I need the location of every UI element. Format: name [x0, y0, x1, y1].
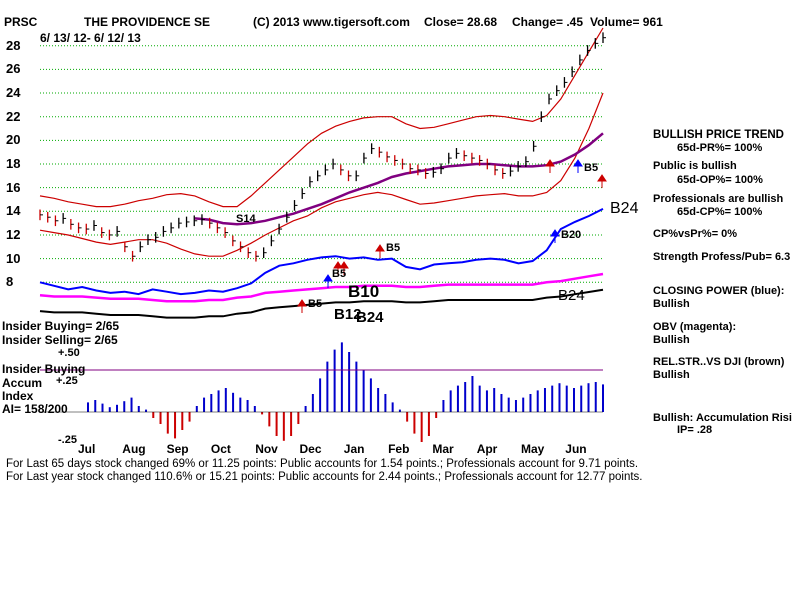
obv-title: OBV (magenta): [653, 321, 737, 333]
signal-b5-2: B5 [332, 268, 347, 280]
insider-buying: Insider Buying= 2/65 [2, 319, 120, 333]
y-tick-label: 10 [6, 250, 21, 266]
signal-b24-right: B24 [610, 200, 639, 217]
y-tick-label: 22 [6, 108, 21, 124]
copyright: (C) 2013 www.tigersoft.com [253, 15, 410, 29]
signal-b24-low: B24 [558, 287, 585, 304]
signal-arrow [597, 174, 607, 188]
series-line [194, 132, 604, 226]
x-tick-label: Apr [476, 442, 498, 456]
signal-b20: B20 [561, 229, 582, 241]
signal-arrow [375, 244, 385, 258]
x-tick-label: Jun [565, 442, 587, 456]
strength-ratio: Strength Profess/Pub= 6.3 [653, 251, 791, 263]
date-range: 6/ 13/ 12- 6/ 12/ 13 [40, 31, 141, 45]
y-tick-label: 26 [6, 61, 21, 77]
op-value: 65d-OP%= 100% [677, 174, 763, 186]
x-tick-label: Nov [255, 442, 278, 456]
chart-grid [40, 45, 603, 283]
x-tick-label: Jan [343, 442, 365, 456]
x-tick-label: Sep [166, 442, 189, 456]
obv-status: Bullish [653, 334, 690, 346]
pr-value: 65d-PR%= 100% [677, 142, 763, 154]
signal-arrow [573, 159, 583, 173]
series-line [39, 92, 604, 257]
closing-power-status: Bullish [653, 298, 690, 310]
x-tick-label: Dec [299, 442, 322, 456]
volume-value: Volume= 961 [590, 15, 663, 29]
ai-value: AI= 158/200 [2, 402, 68, 416]
price-bars [39, 32, 606, 262]
y-tick-label: 18 [6, 156, 21, 171]
y-tick-label: 24 [6, 85, 21, 101]
series-line [39, 27, 604, 208]
relstr-title: REL.STR..VS DJI (brown) [653, 356, 785, 368]
cp-value: 65d-CP%= 100% [677, 206, 763, 218]
series-line [39, 272, 604, 303]
footer-line-2: For Last year stock changed 110.6% or 15… [6, 471, 643, 483]
signal-b5-4: B5 [584, 162, 599, 174]
ticker-symbol: PRSC [4, 15, 38, 29]
signal-arrow [323, 274, 333, 288]
y-tick-label: 14 [6, 203, 21, 219]
signal-s14: S14 [236, 213, 256, 225]
y-tick-label: 8 [6, 274, 14, 290]
closing-power-title: CLOSING POWER (blue): [653, 285, 785, 297]
trend-title: BULLISH PRICE TREND [653, 129, 784, 141]
x-tick-label: Aug [122, 442, 146, 456]
x-tick-label: Mar [432, 442, 454, 456]
y-tick-label: 16 [6, 179, 21, 195]
y-tick-label: 28 [6, 37, 21, 53]
accum-index-bars [87, 342, 604, 442]
signal-b10: B10 [348, 282, 380, 301]
insider-label: Insider Buying [2, 362, 86, 376]
signal-arrow [333, 261, 343, 275]
signal-arrows [297, 159, 607, 313]
professionals-status: Professionals are bullish [653, 193, 784, 205]
signal-b24-mid: B24 [356, 309, 384, 326]
cp-vs-pr: CP%vsPr%= 0% [653, 228, 738, 240]
public-status: Public is bullish [653, 160, 737, 172]
footer-line-1: For Last 65 days stock changed 69% or 11… [6, 458, 639, 470]
signal-b5-3: B5 [386, 242, 401, 254]
relstr-line [39, 288, 604, 319]
company-name: THE PROVIDENCE SE [84, 15, 211, 29]
insider-selling: Insider Selling= 2/65 [2, 333, 118, 347]
signal-arrow [297, 299, 307, 313]
x-tick-label: Feb [388, 442, 410, 456]
signal-b5-1: B5 [308, 298, 323, 310]
ip-value: IP= .28 [677, 424, 713, 436]
x-tick-label: Oct [210, 442, 231, 456]
x-tick-label: Jul [78, 442, 96, 456]
relstr-status: Bullish [653, 369, 690, 381]
close-value: Close= 28.68 [424, 15, 498, 29]
index-label: Index [2, 389, 34, 403]
accum-plus25: +.25 [56, 375, 78, 387]
accum-minus25: -.25 [58, 434, 77, 446]
signal-b12: B12 [334, 306, 362, 323]
signal-arrow [339, 261, 349, 275]
accum-plus50: +.50 [58, 347, 80, 359]
x-tick-label: May [521, 442, 545, 456]
series-line [39, 208, 604, 296]
accum-title: Bullish: Accumulation Risi [653, 412, 792, 424]
chart-lines [39, 27, 604, 413]
signal-arrow [550, 229, 560, 243]
change-value: Change= .45 [512, 15, 584, 29]
signal-arrow [545, 159, 555, 173]
y-tick-label: 20 [6, 132, 21, 148]
y-tick-label: 12 [6, 226, 21, 242]
accum-label: Accum [2, 376, 43, 390]
